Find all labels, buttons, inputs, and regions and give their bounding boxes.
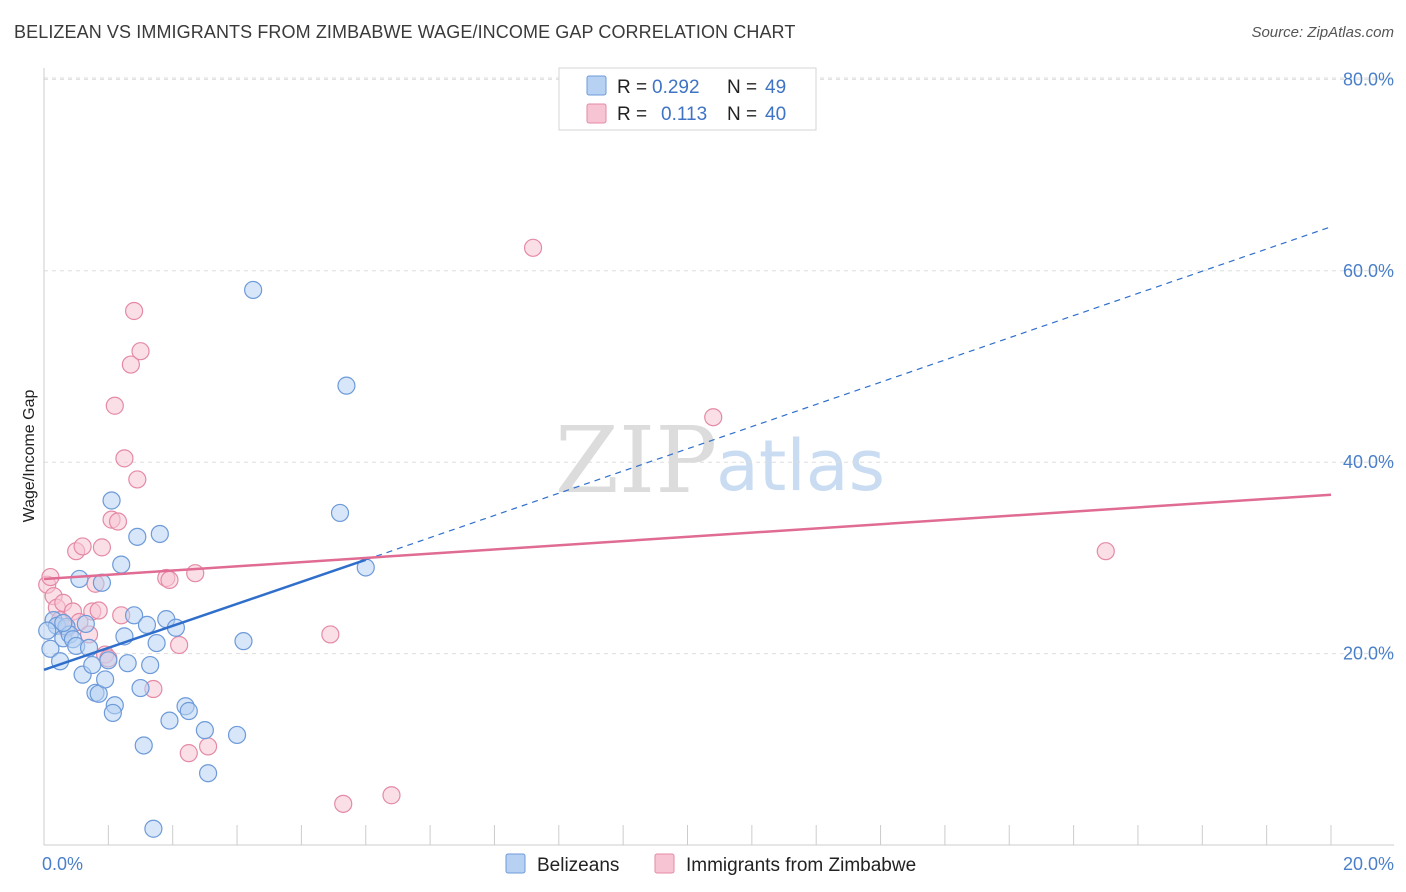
belizean-point-23 [118,654,137,673]
legend-n-label-zimbabwe: N = [727,104,757,125]
zimbabwe-point-37 [523,238,543,257]
belizean-point-42 [330,503,350,523]
belizean-point-17 [96,670,115,689]
y-tick-label-0: 20.0% [1343,644,1394,664]
zimbabwe-point-19 [105,396,124,415]
belizean-point-47 [103,703,122,723]
zimbabwe-point-38 [704,408,723,427]
belizean-point-13 [83,655,102,675]
zimbabwe-point-20 [108,512,128,531]
zimbabwe-point-22 [115,449,134,468]
belizean-point-0 [41,639,60,658]
y-tick-label-3: 80.0% [1343,69,1394,89]
belizean-point-37 [195,721,214,740]
legend-swatch-belizeans [586,75,607,96]
belizean-point-45 [144,819,163,838]
belizean-point-25 [128,527,147,546]
y-tick-label-1: 40.0% [1343,452,1394,472]
belizean-point-21 [112,555,131,574]
trend-lines [43,226,1332,672]
zimbabwe-point-32 [186,564,205,583]
bottom-swatch-zimbabwe [654,853,675,874]
zimbabwe-point-35 [334,794,353,813]
belizean-point-28 [137,615,157,634]
legend-n-value-zimbabwe: 40 [765,104,786,125]
belizean-point-41 [244,280,263,300]
y-ticks: 20.0% 40.0% 60.0% 80.0% [1343,69,1394,663]
belizean-point-38 [198,764,218,783]
legend-r-label-zimbabwe: R = [617,104,647,125]
belizean-point-19 [102,491,121,510]
watermark-zip: ZIP [555,407,717,514]
axes [43,68,1394,846]
zimbabwe-point-10 [73,537,92,556]
zimbabwe-point-29 [160,570,179,590]
zimbabwe-point-23 [121,355,140,374]
belizean-point-29 [141,655,160,675]
legend-r-value-zimbabwe: 0.113 [661,104,707,125]
belizean-point-26 [131,678,150,698]
belizean-point-30 [147,633,166,653]
belizean-point-33 [160,711,179,730]
zimbabwe-point-34 [321,625,340,644]
belizean-point-11 [76,614,95,634]
y-axis-label: Wage/Income Gap [21,390,38,523]
series-legend: Belizeans Immigrants from Zimbabwe [505,853,916,876]
zimbabwe-point-36 [382,786,401,805]
zimbabwe-point-31 [179,744,198,763]
chart-title: BELIZEAN VS IMMIGRANTS FROM ZIMBABWE WAG… [14,22,796,42]
zimbabwe-point-15 [92,538,112,557]
belizean-point-48 [54,613,73,633]
belizean-point-36 [179,701,198,721]
legend-r-value-belizeans: 0.292 [652,77,700,98]
source-label: Source: ZipAtlas.com [1251,24,1394,41]
belizean-point-40 [234,632,253,651]
bottom-swatch-belizeans [505,853,526,874]
belizean-point-16 [92,573,112,592]
watermark-atlas: atlas [716,425,885,507]
zimbabwe-point-30 [170,635,189,655]
belizean-point-43 [337,376,356,395]
zimbabwe-point-24 [124,301,144,321]
belizean-point-27 [134,736,153,755]
zimbabwe-point-26 [131,342,150,361]
bottom-label-zimbabwe: Immigrants from Zimbabwe [686,855,916,876]
y-tick-label-2: 60.0% [1343,261,1394,281]
belizean-point-31 [150,524,169,544]
zimbabwe-point-39 [1096,542,1115,561]
belizean-trend-line [43,558,367,672]
belizean-point-24 [124,606,144,625]
legend-n-label-belizeans: N = [727,77,757,98]
belizean-trend-extension [365,226,1332,561]
zimbabwe-trend-line [43,493,1332,581]
belizean-point-9 [70,569,89,589]
bottom-label-belizeans: Belizeans [537,855,619,876]
zimbabwe-point-14 [89,601,108,620]
x-tick-label-0: 0.0% [42,854,83,874]
data-points [38,238,1115,838]
zimbabwe-point-25 [128,470,147,489]
zimbabwe-point-33 [198,737,218,756]
gridlines [44,77,1394,655]
x-ticks: 0.0% 20.0% [42,825,1394,874]
belizean-point-46 [38,621,57,640]
legend-n-value-belizeans: 49 [765,77,786,98]
stats-legend: R = 0.292 N = 49 R = 0.113 N = 40 [558,67,817,131]
belizean-point-18 [99,651,118,670]
legend-r-label-belizeans: R = [617,77,647,98]
x-tick-label-1: 20.0% [1343,854,1394,874]
legend-swatch-zimbabwe [586,103,607,124]
belizean-point-39 [227,725,247,745]
